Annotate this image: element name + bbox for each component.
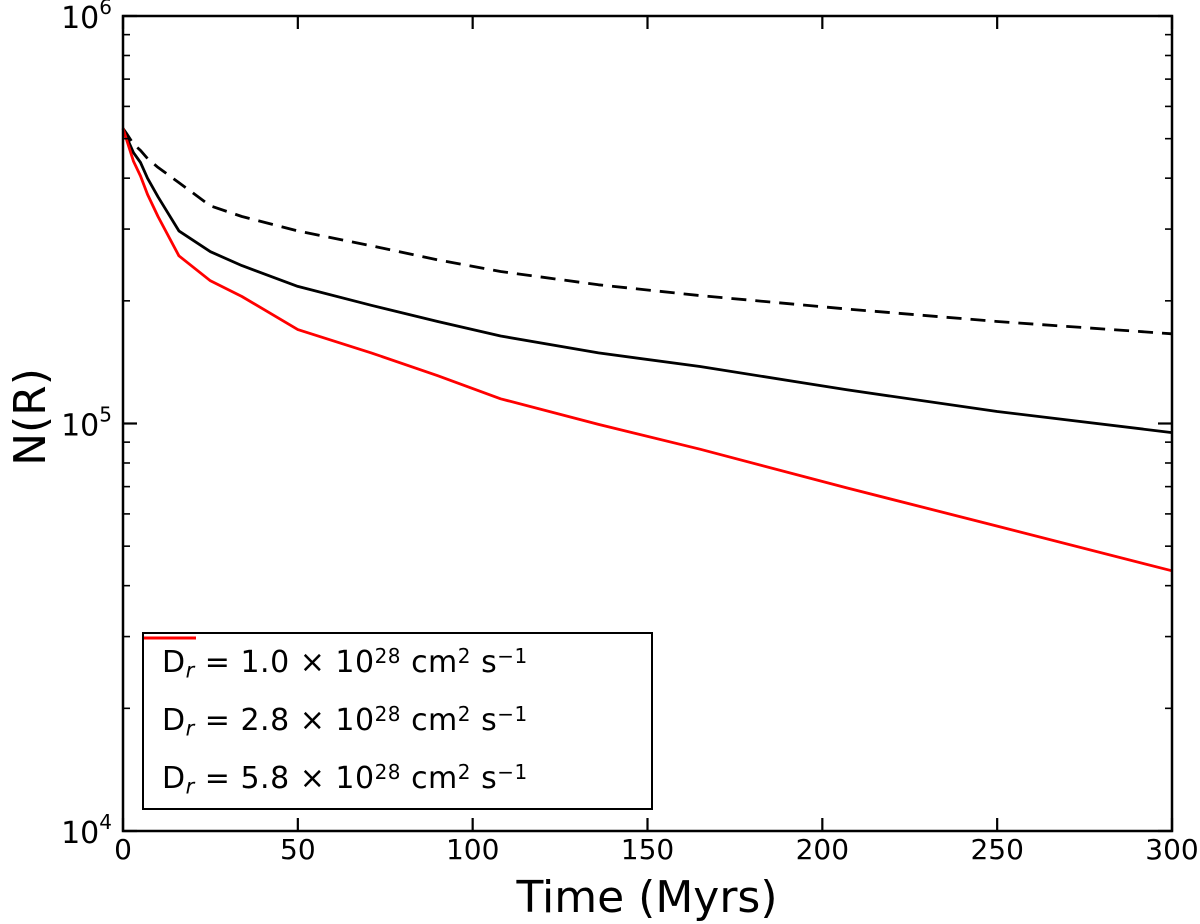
y-axis-ticks (123, 14, 1172, 833)
y-axis-title: N(R) (5, 368, 56, 466)
legend: Dr = 1.0 × 1028 cm2 s−1 Dr = 2.8 × 1028 c… (142, 632, 653, 810)
x-tick-labels: 0 50 100 150 200 250 300 (114, 833, 1199, 866)
y-tick-label: 104 (61, 810, 112, 851)
y-tick-label: 106 (61, 0, 112, 36)
legend-label: Dr = 5.8 × 1028 cm2 s−1 (162, 759, 528, 799)
x-tick-label: 300 (1145, 833, 1198, 866)
x-tick-label: 200 (796, 833, 849, 866)
x-axis-title: Time (Myrs) (515, 872, 777, 923)
curve-series-2 (121, 127, 1173, 434)
x-axis-ticks (121, 16, 1174, 831)
y-tick-label: 105 (61, 403, 112, 444)
curve-series-1 (121, 127, 1173, 336)
y-tick-labels: 104 105 106 (61, 0, 112, 851)
x-tick-label: 0 (114, 833, 132, 866)
solid-line-sample (144, 636, 196, 640)
x-tick-label: 100 (446, 833, 499, 866)
legend-label: Dr = 2.8 × 1028 cm2 s−1 (162, 701, 528, 741)
x-tick-label: 150 (621, 833, 674, 866)
legend-row-1: Dr = 1.0 × 1028 cm2 s−1 (144, 636, 651, 683)
curves (121, 127, 1173, 573)
legend-row-3: Dr = 5.8 × 1028 cm2 s−1 (144, 636, 651, 799)
x-tick-label: 250 (970, 833, 1023, 866)
x-tick-label: 50 (280, 833, 316, 866)
legend-row-2: Dr = 2.8 × 1028 cm2 s−1 (144, 636, 651, 741)
curve-series-3 (121, 127, 1173, 573)
legend-label: Dr = 1.0 × 1028 cm2 s−1 (162, 643, 528, 683)
